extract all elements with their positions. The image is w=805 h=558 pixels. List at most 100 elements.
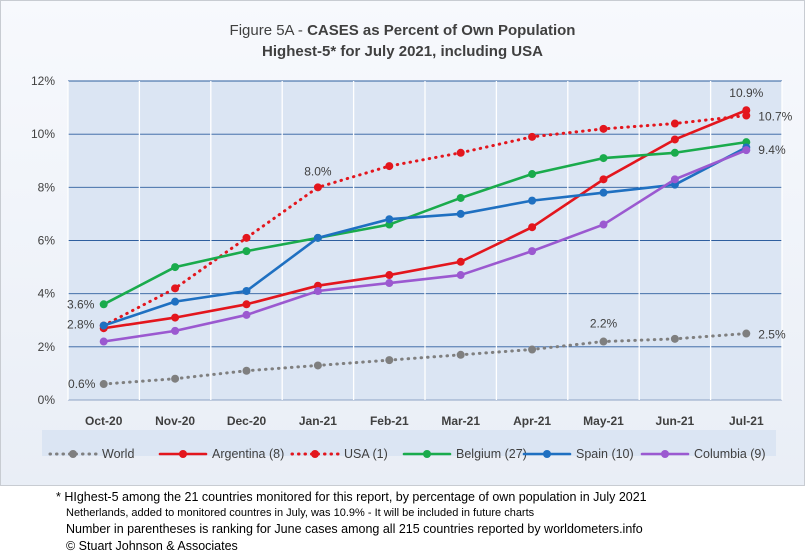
series-line bbox=[102, 146, 748, 327]
data-point bbox=[528, 132, 537, 141]
x-tick-label: Nov-20 bbox=[155, 414, 195, 428]
data-point bbox=[99, 321, 108, 330]
legend-label: World bbox=[102, 447, 134, 461]
legend-label: Columbia (9) bbox=[694, 447, 766, 461]
legend-item: Belgium (27) bbox=[402, 447, 527, 461]
data-point bbox=[456, 148, 465, 157]
data-point bbox=[99, 337, 108, 346]
legend-swatch-marker bbox=[423, 450, 431, 458]
chart-title-prefix: Figure 5A - bbox=[229, 22, 308, 39]
x-tick-label: Jun-21 bbox=[656, 414, 695, 428]
x-tick-label: Jul-21 bbox=[729, 414, 764, 428]
chart-title-bold: CASES as Percent of Own Population bbox=[307, 22, 576, 39]
data-point bbox=[599, 337, 608, 346]
data-point bbox=[599, 188, 608, 197]
data-point bbox=[456, 209, 465, 218]
data-point bbox=[599, 175, 608, 184]
data-label: 2.5% bbox=[758, 328, 786, 342]
data-point bbox=[599, 220, 608, 229]
data-point bbox=[385, 356, 394, 365]
chart-subtitle: Highest-5* for July 2021, including USA bbox=[0, 41, 805, 62]
legend-swatch-marker bbox=[661, 450, 669, 458]
legend-label: Argentina (8) bbox=[212, 447, 284, 461]
series-columbia-9 bbox=[99, 146, 751, 346]
chart-title: Figure 5A - CASES as Percent of Own Popu… bbox=[0, 20, 805, 41]
data-point bbox=[242, 366, 251, 375]
data-point bbox=[171, 374, 180, 383]
footnote-4: © Stuart Johnson & Associates bbox=[66, 539, 238, 553]
series-line bbox=[102, 140, 748, 306]
y-tick-label: 10% bbox=[31, 127, 55, 141]
y-tick-label: 12% bbox=[31, 74, 55, 88]
chart-subtitle-text: Highest-5* for July 2021, including USA bbox=[262, 43, 543, 60]
data-point bbox=[242, 247, 251, 256]
legend-item: Columbia (9) bbox=[640, 447, 766, 461]
legend-item: Spain (10) bbox=[522, 447, 634, 461]
data-point bbox=[528, 196, 537, 205]
legend: World Argentina (8) USA (1) Belgium (27) Spa… bbox=[42, 430, 776, 461]
data-label: 9.4% bbox=[758, 143, 786, 157]
legend-swatch-marker bbox=[311, 450, 319, 458]
data-point bbox=[171, 313, 180, 322]
data-point bbox=[242, 310, 251, 319]
data-point bbox=[528, 247, 537, 256]
data-point bbox=[313, 361, 322, 370]
data-point bbox=[599, 154, 608, 163]
data-point bbox=[171, 263, 180, 272]
data-label: 2.2% bbox=[590, 317, 618, 331]
legend-swatch-marker bbox=[543, 450, 551, 458]
data-point bbox=[599, 124, 608, 133]
data-point bbox=[385, 279, 394, 288]
data-point bbox=[171, 284, 180, 293]
data-point bbox=[456, 257, 465, 266]
data-point bbox=[670, 148, 679, 157]
data-point bbox=[313, 287, 322, 296]
legend-swatch-marker bbox=[179, 450, 187, 458]
data-label: 2.8% bbox=[67, 318, 95, 332]
series-belgium-27 bbox=[99, 138, 751, 309]
footnote-2: Netherlands, added to monitored countres… bbox=[66, 507, 535, 519]
data-label: 10.7% bbox=[758, 110, 792, 124]
y-tick-label: 0% bbox=[38, 393, 56, 407]
y-tick-label: 2% bbox=[38, 340, 56, 354]
legend-item: World bbox=[48, 447, 134, 461]
data-point bbox=[670, 119, 679, 128]
data-point bbox=[242, 233, 251, 242]
series-world bbox=[99, 329, 751, 389]
footnote-1: * HIghest-5 among the 21 countries monit… bbox=[56, 490, 647, 504]
data-point bbox=[742, 146, 751, 155]
data-point bbox=[242, 300, 251, 309]
data-point bbox=[171, 297, 180, 306]
x-tick-label: Dec-20 bbox=[227, 414, 267, 428]
y-tick-label: 4% bbox=[38, 287, 56, 301]
data-point bbox=[242, 287, 251, 296]
legend-item: USA (1) bbox=[290, 447, 388, 461]
data-point bbox=[99, 380, 108, 389]
legend-swatch-marker bbox=[69, 450, 77, 458]
data-point bbox=[99, 300, 108, 309]
chart-title-block: Figure 5A - CASES as Percent of Own Popu… bbox=[0, 20, 805, 62]
footnote-3: Number in parentheses is ranking for Jun… bbox=[66, 522, 643, 536]
data-point bbox=[385, 215, 394, 224]
data-point bbox=[528, 345, 537, 354]
x-tick-label: May-21 bbox=[583, 414, 624, 428]
data-label: 3.6% bbox=[67, 297, 95, 311]
data-label: 0.6% bbox=[68, 377, 96, 391]
x-tick-label: Jan-21 bbox=[299, 414, 337, 428]
data-point bbox=[456, 350, 465, 359]
data-point bbox=[528, 170, 537, 179]
data-point bbox=[171, 326, 180, 335]
x-tick-label: Feb-21 bbox=[370, 414, 409, 428]
legend-label: Spain (10) bbox=[576, 447, 634, 461]
data-point bbox=[385, 162, 394, 171]
data-point bbox=[456, 193, 465, 202]
data-point bbox=[742, 329, 751, 338]
legend-box bbox=[42, 430, 776, 456]
data-point bbox=[670, 135, 679, 144]
y-tick-label: 6% bbox=[38, 234, 56, 248]
data-point bbox=[670, 334, 679, 343]
series-line bbox=[102, 148, 748, 343]
data-label: 10.9% bbox=[729, 86, 763, 100]
data-point bbox=[528, 223, 537, 232]
data-label: 8.0% bbox=[304, 164, 332, 178]
